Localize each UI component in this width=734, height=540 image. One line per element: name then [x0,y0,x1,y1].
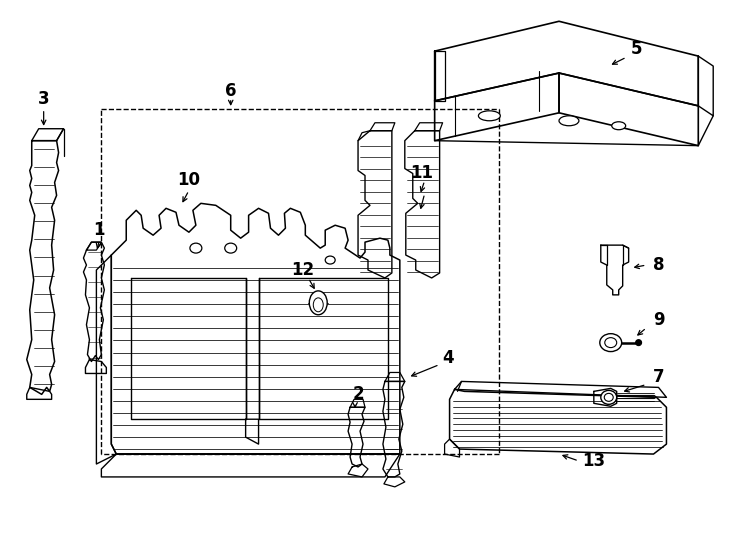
Text: 6: 6 [225,82,236,100]
Ellipse shape [605,338,617,348]
Ellipse shape [309,291,327,315]
Ellipse shape [225,243,236,253]
Ellipse shape [559,116,579,126]
Text: 9: 9 [653,310,664,329]
Ellipse shape [636,340,642,346]
Ellipse shape [325,256,335,264]
Ellipse shape [601,390,617,404]
Text: 3: 3 [38,90,49,108]
Text: 13: 13 [582,452,606,470]
Text: 12: 12 [291,261,314,279]
Ellipse shape [479,111,501,121]
Text: 11: 11 [410,164,433,181]
Text: 1: 1 [94,221,105,239]
Ellipse shape [600,334,622,352]
Ellipse shape [604,393,613,401]
Ellipse shape [611,122,625,130]
Text: 4: 4 [442,348,454,367]
Ellipse shape [190,243,202,253]
Text: 8: 8 [653,256,664,274]
Text: 10: 10 [178,172,200,190]
Text: 5: 5 [631,40,642,58]
Text: 7: 7 [653,368,664,387]
Ellipse shape [313,298,323,312]
Text: 2: 2 [352,386,364,403]
